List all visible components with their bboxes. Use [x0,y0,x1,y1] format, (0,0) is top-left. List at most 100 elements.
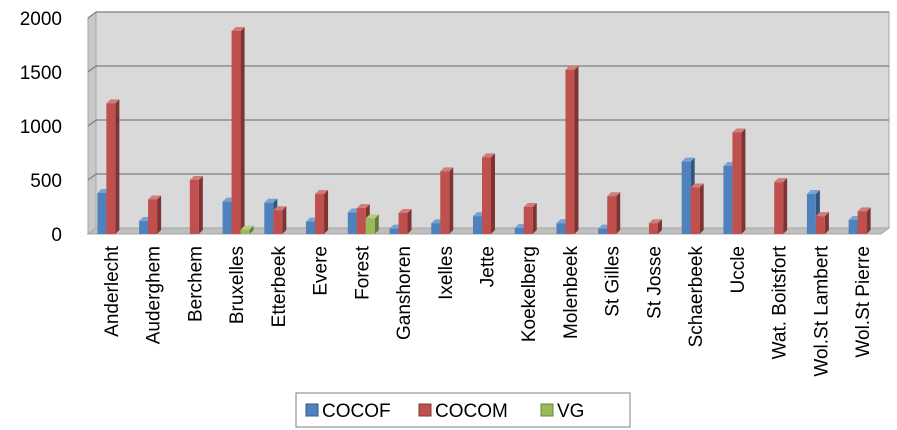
bar-side [824,212,829,234]
bar-top [523,203,537,207]
x-category-label: Uccle [728,246,749,294]
bar-top [398,208,412,213]
bar-top [273,206,287,211]
bar-side [115,99,120,234]
bar-front [848,219,858,234]
bar-front [556,223,566,234]
x-category-label: St Josse [644,246,665,319]
bar-top [857,207,871,212]
bar-side [157,195,162,234]
bar-top [106,99,120,104]
bar-top [482,153,495,158]
bar-top [815,212,829,217]
bar-top [681,157,695,162]
bar-front [806,194,816,234]
legend-box [295,392,631,428]
y-tick-label: 500 [30,171,62,192]
bar-side [198,176,203,234]
bar-front [231,30,241,235]
bar-front [774,182,784,234]
bar-top [565,65,579,70]
y-tick-label: 1000 [20,117,62,138]
bar-side [491,153,495,234]
bar-front [607,196,617,234]
bar-front [365,218,375,234]
gridline [87,65,889,73]
bar-front [189,180,199,234]
bar-front [97,192,107,234]
bar-cocom [774,178,788,234]
bar-side [407,208,412,234]
bar-cocom [398,208,412,234]
x-category-label: Schaerbeek [686,246,707,348]
bar-side [240,26,245,235]
bar-front [148,199,158,234]
bar-side [699,183,704,234]
legend-swatch-vg [540,403,554,417]
bar-cocom [440,167,454,234]
bar-top [315,190,329,195]
bar-cocom [523,203,537,234]
x-category-label: Etterbeek [269,246,290,328]
bar-cocom [732,128,746,234]
bar-side [616,192,621,234]
bar-cocom [189,176,203,234]
bar-top [240,225,254,230]
bar-cocom [148,195,162,234]
bar-cocom [106,99,120,234]
bar-side [657,219,662,234]
bar-side [449,167,454,234]
bar-top [648,219,662,224]
bar-side [374,214,379,234]
bar-front [514,228,524,234]
bar-side [741,128,746,234]
bar-front [857,211,867,234]
x-axis: Anderlecht Auderghem Berchem Bruxelles Etter… [102,245,874,376]
x-category-label: Evere [311,246,332,296]
x-category-label: Wol.St Lambert [811,245,832,376]
x-category-label: Wol.St Pierre [853,246,874,358]
bar-side [324,190,329,234]
bar-top [774,178,788,183]
y-tick-label: 0 [51,225,62,246]
bar-top [607,192,621,197]
bar-front [273,210,283,234]
bars [97,26,871,235]
bar-vg [365,214,379,234]
bar-front [482,157,491,234]
bar-front [431,223,441,234]
bar-front [473,216,482,234]
gridline [87,119,889,127]
bar-side [282,206,287,234]
legend-label-cocom: COCOM [435,401,508,422]
legend-swatch-cocom [418,403,432,417]
y-axis: 0 500 1000 1500 2000 [20,9,62,246]
bar-top [189,176,203,180]
bar-front [347,212,357,234]
legend-swatch-cocof [305,403,319,417]
bar-front [723,165,733,234]
x-category-label: Jette [478,246,499,287]
bar-front [690,187,700,234]
bar-top [365,214,379,219]
bar-top [806,190,820,195]
bar-front [732,132,742,234]
bar-top [148,195,162,200]
bar-front [681,161,691,234]
x-category-label: Bruxelles [227,246,248,324]
bar-side [574,65,579,234]
bar-front [240,229,250,234]
bar-vg [240,225,254,234]
bar-front [306,221,316,234]
bar-side [783,178,788,234]
x-category-label: St Gilles [603,246,624,317]
bar-top [440,167,454,172]
bar-cocom [565,65,579,234]
bar-front [222,201,232,234]
bar-top [690,183,704,188]
bar-top [356,204,370,209]
legend-label-cocof: COCOF [322,401,391,422]
bar-front [523,207,533,234]
x-category-label: Forest [352,245,373,300]
bar-cocom [815,212,829,234]
